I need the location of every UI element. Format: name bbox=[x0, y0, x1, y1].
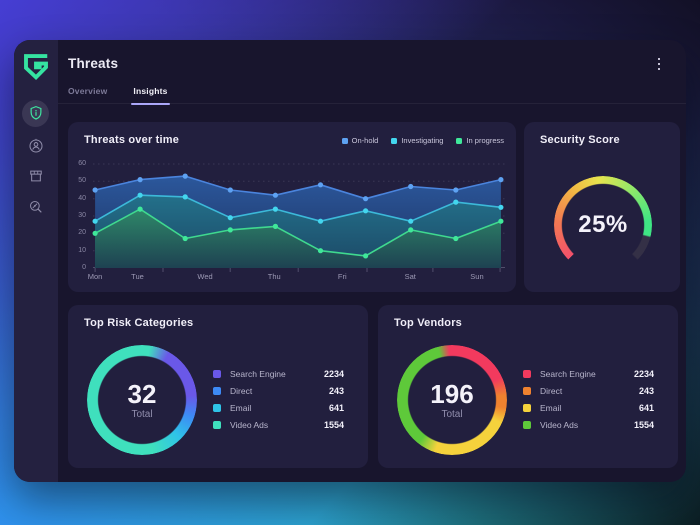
legend-row: Email 641 bbox=[523, 399, 654, 416]
x-tick-label: Wed bbox=[197, 272, 213, 281]
legend-item-investigating[interactable]: Investigating bbox=[391, 136, 443, 145]
y-tick-label: 60 bbox=[78, 160, 86, 167]
chart-plot-area bbox=[92, 163, 505, 276]
risk-donut-center: 32 Total bbox=[87, 345, 197, 455]
y-tick-label: 20 bbox=[78, 229, 86, 237]
sidebar-item-threats[interactable] bbox=[22, 99, 49, 127]
chart-title: Threats over time bbox=[84, 134, 180, 146]
vendors-total-label: Total bbox=[441, 408, 463, 420]
tabs-divider bbox=[58, 103, 686, 104]
donut-ring bbox=[87, 345, 197, 455]
y-tick-label: 50 bbox=[78, 177, 86, 185]
donut-ring bbox=[397, 345, 507, 455]
sidebar-item-investigate[interactable] bbox=[22, 194, 49, 221]
legend-swatch bbox=[391, 137, 398, 144]
legend-row: Search Engine 2234 bbox=[523, 365, 654, 382]
tab-overview[interactable]: Overview bbox=[68, 86, 108, 96]
legend-swatch bbox=[456, 137, 463, 144]
tab-bar: Overview Insights bbox=[68, 86, 170, 105]
legend-item-in-progress[interactable]: In progress bbox=[456, 136, 504, 145]
user-radar-icon bbox=[28, 138, 43, 153]
gauge-ring bbox=[554, 176, 652, 274]
chart-y-axis: 0 10 20 30 40 50 60 bbox=[70, 160, 89, 271]
legend-swatch bbox=[213, 369, 221, 378]
x-tick-label: Sat bbox=[404, 272, 416, 281]
x-tick-label: Sun bbox=[470, 272, 484, 281]
chart-legend: On-hold Investigating In progress bbox=[341, 136, 504, 145]
x-tick-label: Tue bbox=[131, 272, 144, 281]
legend-item-on-hold[interactable]: On-hold bbox=[341, 136, 378, 145]
storefront-icon bbox=[29, 170, 42, 182]
x-tick-label: Fri bbox=[337, 272, 347, 281]
top-vendors-card: Top Vendors 196 Total Search Engine 2234… bbox=[378, 305, 678, 468]
security-score-value: 25% bbox=[578, 211, 628, 238]
app-window: Threats Overview Insights Threats over t… bbox=[14, 40, 686, 482]
legend-row: Direct 243 bbox=[523, 382, 654, 399]
legend-swatch bbox=[523, 420, 531, 429]
risk-total-label: Total bbox=[131, 408, 153, 420]
security-score-gauge: 25% bbox=[554, 176, 652, 274]
legend-row: Direct 243 bbox=[213, 382, 344, 399]
legend-row: Search Engine 2234 bbox=[213, 365, 344, 382]
vendors-legend: Search Engine 2234 Direct 243 Email 641 … bbox=[523, 365, 654, 433]
legend-swatch bbox=[213, 403, 221, 412]
legend-swatch bbox=[523, 403, 531, 412]
area-chart bbox=[92, 163, 505, 272]
legend-swatch bbox=[213, 386, 221, 395]
x-tick-label: Mon bbox=[87, 272, 103, 281]
y-tick-label: 40 bbox=[78, 194, 86, 202]
tab-insights[interactable]: Insights bbox=[131, 86, 170, 105]
threats-over-time-card: Threats over time On-hold Investigating … bbox=[68, 122, 516, 292]
y-tick-label: 0 bbox=[82, 264, 86, 271]
legend-row: Video Ads 1554 bbox=[213, 416, 344, 433]
vendors-donut-center: 196 Total bbox=[397, 345, 507, 455]
y-tick-label: 10 bbox=[78, 246, 86, 254]
legend-swatch bbox=[523, 386, 531, 395]
legend-row: Video Ads 1554 bbox=[523, 416, 654, 433]
kebab-menu-icon bbox=[657, 57, 661, 61]
shield-alert-icon bbox=[30, 105, 41, 120]
security-score-card: Security Score 25% bbox=[524, 122, 680, 292]
vendors-total-value: 196 bbox=[430, 378, 474, 409]
page-title: Threats bbox=[68, 56, 119, 71]
chart-x-axis: Mon Tue Wed Thu Fri Sat Sun bbox=[88, 272, 505, 282]
risk-donut: 32 Total bbox=[87, 345, 197, 455]
x-tick-label: Thu bbox=[267, 272, 281, 281]
risk-total-value: 32 bbox=[127, 378, 157, 409]
legend-swatch bbox=[213, 420, 221, 429]
search-scan-icon bbox=[29, 200, 42, 213]
top-vendors-title: Top Vendors bbox=[394, 317, 463, 329]
security-score-title: Security Score bbox=[540, 134, 620, 146]
app-logo[interactable] bbox=[21, 51, 51, 81]
more-options-button[interactable] bbox=[650, 55, 668, 73]
sidebar bbox=[14, 40, 58, 482]
legend-swatch bbox=[523, 369, 531, 378]
legend-row: Email 641 bbox=[213, 399, 344, 416]
top-risk-categories-card: Top Risk Categories 32 Total Search Engi… bbox=[68, 305, 368, 468]
legend-swatch bbox=[341, 137, 348, 144]
vendors-donut: 196 Total bbox=[397, 345, 507, 455]
sidebar-item-monitoring[interactable] bbox=[22, 133, 49, 160]
top-risk-title: Top Risk Categories bbox=[84, 317, 194, 329]
y-tick-label: 30 bbox=[78, 212, 86, 219]
sidebar-item-vendors[interactable] bbox=[22, 163, 49, 190]
risk-legend: Search Engine 2234 Direct 243 Email 641 … bbox=[213, 365, 344, 433]
